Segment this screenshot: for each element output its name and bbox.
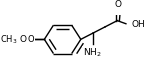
Text: CH$_3$: CH$_3$ <box>0 33 18 46</box>
Text: O: O <box>27 35 34 44</box>
Text: O: O <box>18 35 24 44</box>
Text: NH$_2$: NH$_2$ <box>83 47 101 59</box>
Text: O: O <box>115 0 122 9</box>
Text: OH: OH <box>131 20 145 29</box>
Text: O: O <box>19 35 26 44</box>
